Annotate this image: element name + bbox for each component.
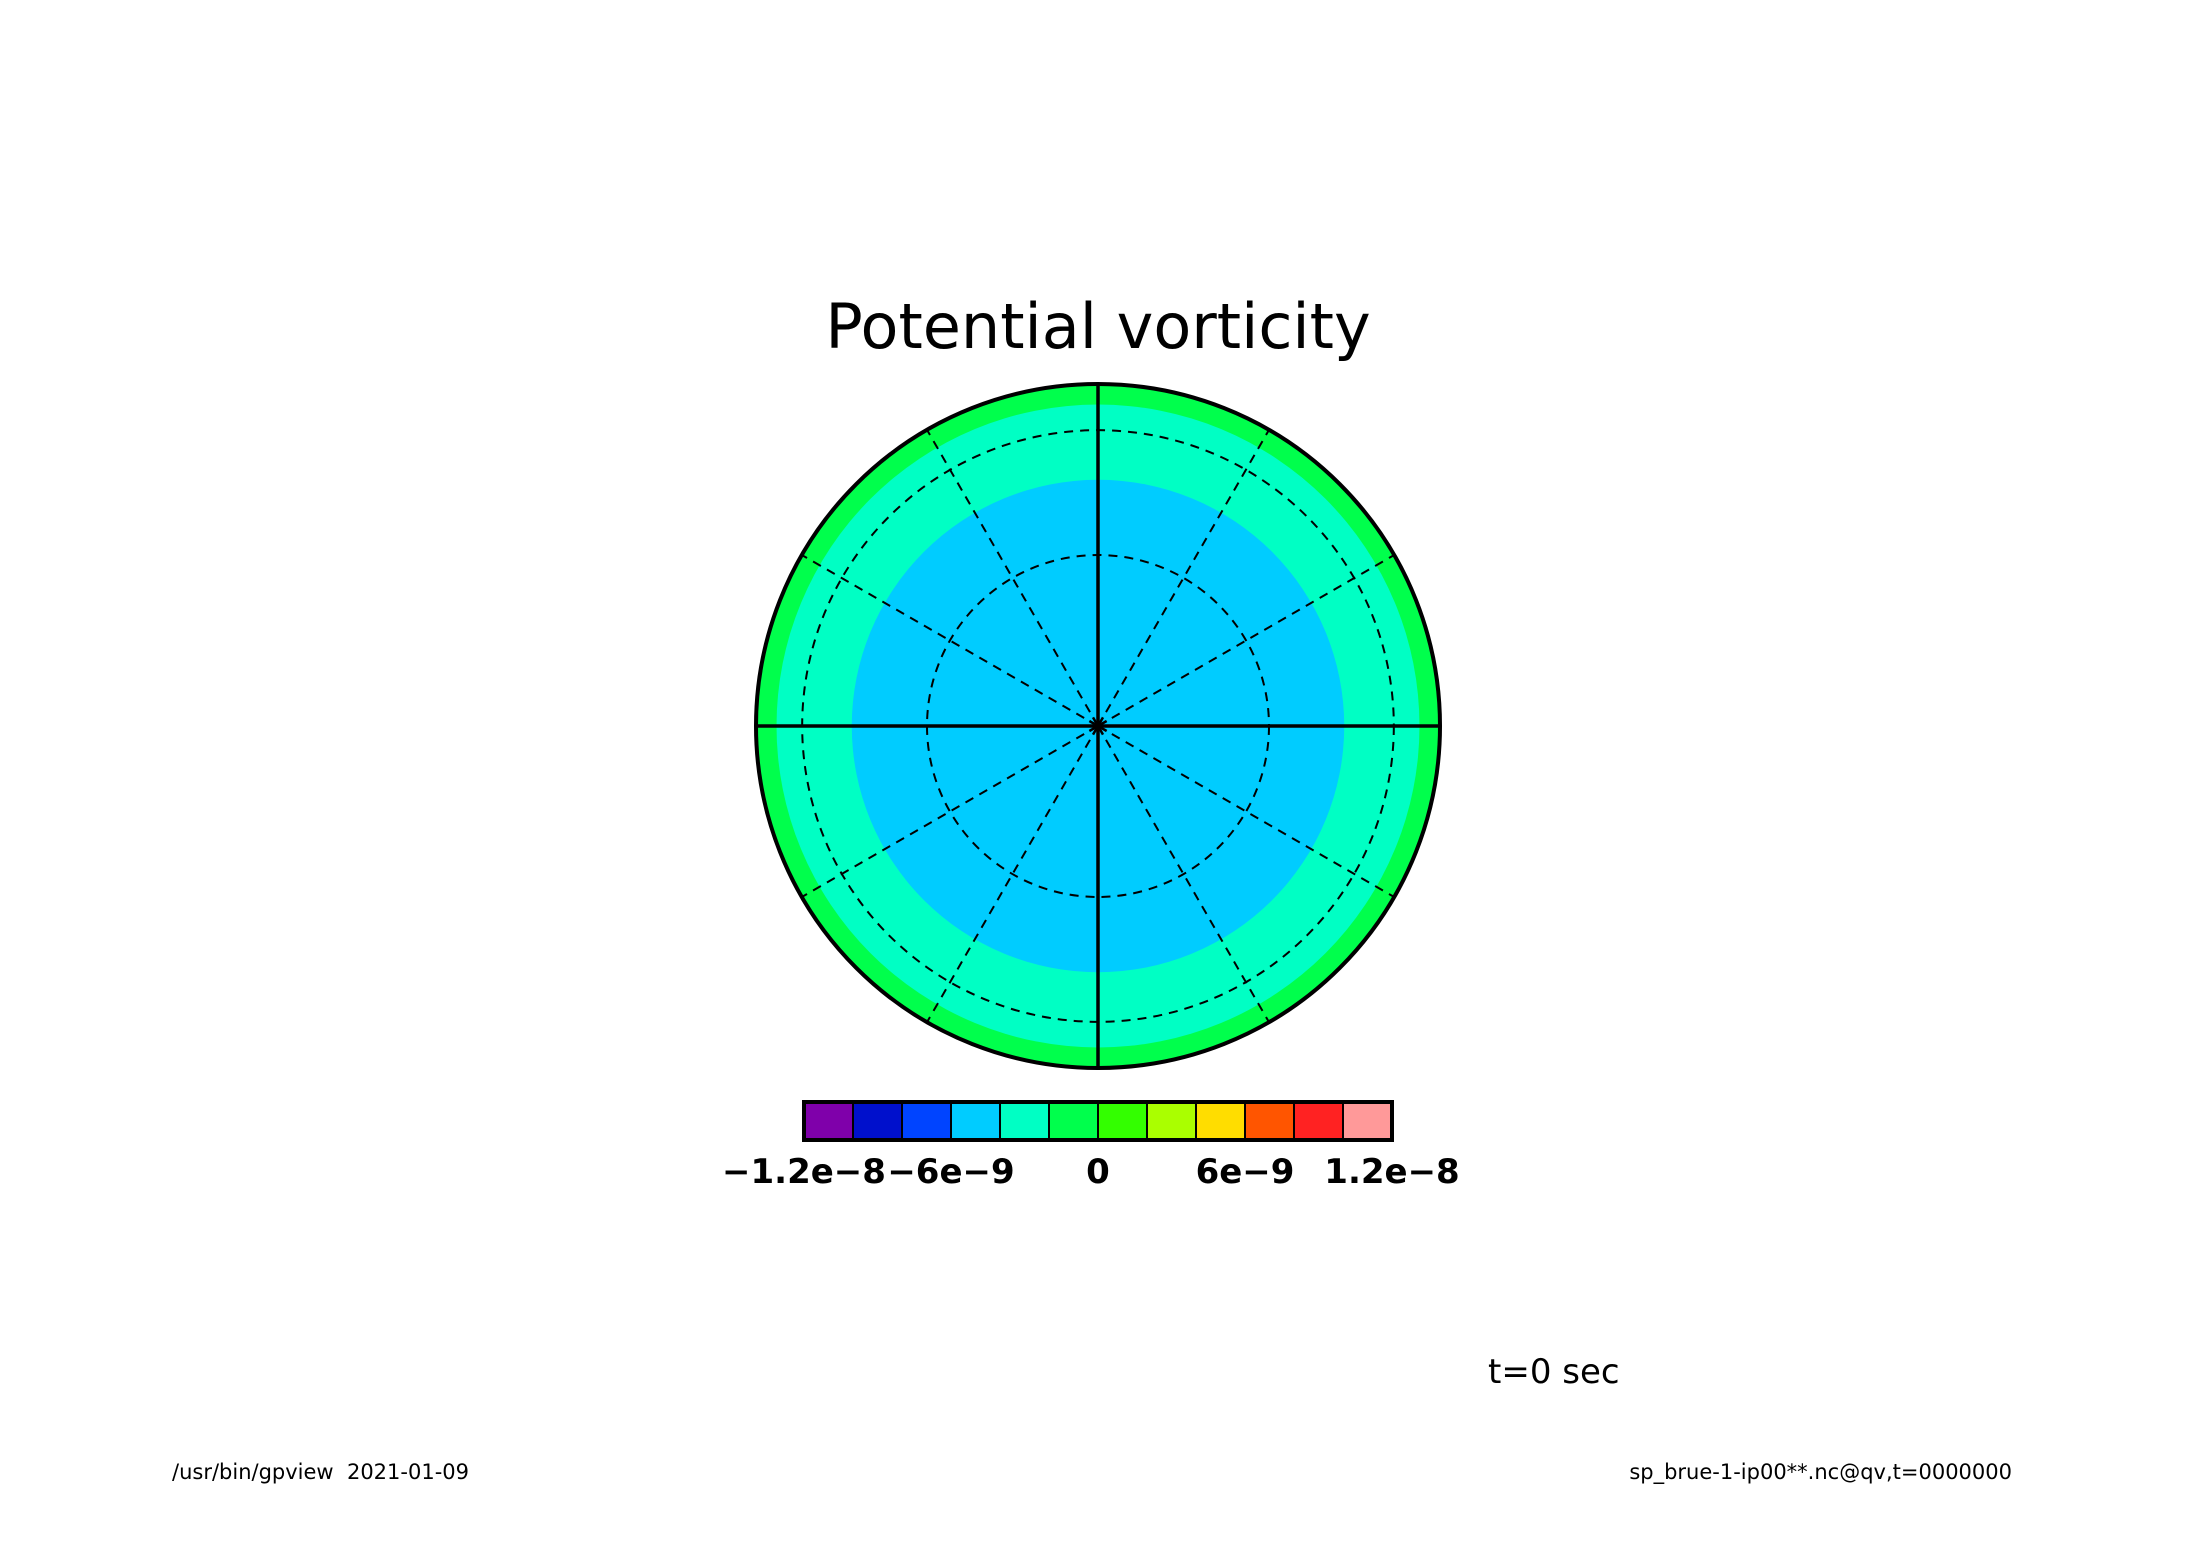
colorbar-swatch-1 (852, 1101, 903, 1141)
footer-right: sp_brue-1-ip00**.nc@qv,t=0000000 (1629, 1460, 2012, 1485)
meridian-300 (1097, 725, 1270, 1023)
colorbar-swatch-9 (1244, 1101, 1295, 1141)
meridian-60 (1097, 429, 1270, 727)
colorbar-tick-label: 6e−9 (1196, 1152, 1295, 1192)
meridian-330 (1097, 725, 1395, 898)
footer-left: /usr/bin/gpview 2021-01-09 (172, 1460, 469, 1484)
meridian-240 (926, 725, 1099, 1023)
time-annotation: t=0 sec (1488, 1352, 1620, 1392)
meridian-210 (801, 725, 1099, 898)
colorbar-swatch-10 (1293, 1101, 1344, 1141)
meridian-150 (801, 554, 1099, 727)
meridian-30 (1097, 554, 1395, 727)
colorbar-tick-label: −1.2e−8 (722, 1152, 886, 1192)
polar-map (754, 382, 1442, 1070)
colorbar-tick-label: 0 (1086, 1152, 1110, 1192)
colorbar-swatch-7 (1146, 1101, 1197, 1141)
colorbar-swatch-3 (950, 1101, 1001, 1141)
colorbar-tick-labels: −1.2e−8 −6e−9 0 6e−9 1.2e−8 (722, 1152, 1460, 1192)
colorbar-swatch-4 (999, 1101, 1050, 1141)
colorbar-swatch-6 (1097, 1101, 1148, 1141)
meridian-120 (926, 429, 1099, 727)
colorbar-swatch-11 (1342, 1101, 1393, 1141)
colorbar-swatch-8 (1195, 1101, 1246, 1141)
pole-marker (1088, 716, 1108, 736)
pole-stroke (1088, 719, 1108, 733)
chart-title: Potential vorticity (825, 290, 1370, 363)
colorbar-frame (802, 1100, 1394, 1142)
colorbar (802, 1100, 1394, 1142)
colorbar-swatch-2 (901, 1101, 952, 1141)
colorbar-swatch-0 (803, 1101, 854, 1141)
colorbar-tick-label: −6e−9 (887, 1152, 1014, 1192)
colorbar-swatch-5 (1048, 1101, 1099, 1141)
colorbar-tick-label: 1.2e−8 (1324, 1152, 1459, 1192)
